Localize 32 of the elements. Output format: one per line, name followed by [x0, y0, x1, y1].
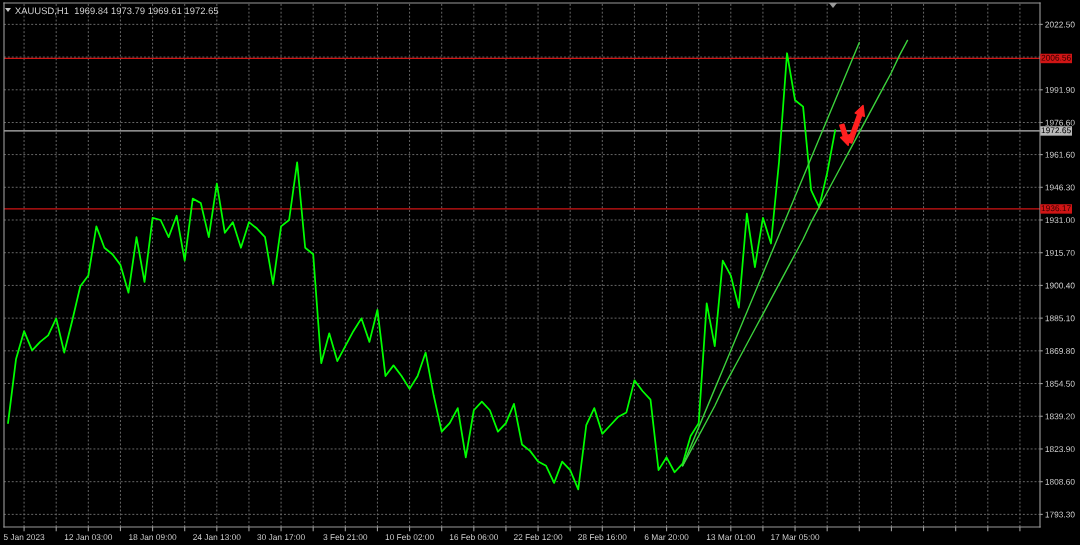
ref-line-label: 1972.65 — [1041, 127, 1071, 134]
y-tick-label: 1961.60 — [1045, 151, 1075, 158]
y-tick-label: 1823.90 — [1045, 446, 1075, 453]
x-tick-label: 5 Jan 2023 — [3, 534, 45, 541]
y-tick-label: 1808.60 — [1045, 478, 1075, 485]
y-tick-label: 1885.10 — [1045, 315, 1075, 322]
y-tick-label: 1793.30 — [1045, 511, 1075, 518]
y-tick-label: 1991.90 — [1045, 87, 1075, 93]
x-tick-label: 24 Jan 13:00 — [193, 534, 241, 541]
y-tick-label: 1946.30 — [1045, 184, 1075, 191]
y-tick-label: 1931.00 — [1045, 217, 1075, 224]
x-tick-label: 22 Feb 12:00 — [513, 533, 563, 541]
ref-line-label: 2006.56 — [1041, 54, 1071, 61]
x-tick-label: 16 Feb 06:00 — [449, 533, 499, 541]
y-tick-label: 1869.80 — [1045, 348, 1075, 354]
x-tick-label: 30 Jan 17:00 — [257, 534, 305, 541]
y-tick-label: 2022.50 — [1045, 21, 1075, 28]
y-tick-label: 1839.20 — [1045, 413, 1075, 420]
y-tick-label: 1915.70 — [1045, 249, 1075, 256]
x-tick-label: 6 Mar 20:00 — [644, 534, 689, 541]
x-tick-label: 18 Jan 09:00 — [129, 534, 177, 541]
x-tick-label: 10 Feb 02:00 — [385, 533, 434, 541]
y-tick-label: 1900.40 — [1045, 282, 1075, 289]
x-tick-label: 17 Mar 05:00 — [771, 534, 820, 541]
x-tick-label: 3 Feb 21:00 — [323, 533, 368, 541]
x-tick-label: 28 Feb 16:00 — [578, 533, 627, 541]
y-tick-label: 1854.50 — [1045, 380, 1075, 387]
x-tick-label: 13 Mar 01:00 — [706, 534, 756, 541]
y-tick-label: 1976.60 — [1045, 119, 1075, 126]
ref-line-label: 1936.17 — [1041, 205, 1071, 212]
chart-title: XAUUSD,H1 1969.84 1973.79 1969.61 1972.65 — [15, 7, 219, 16]
x-tick-label: 12 Jan 03:00 — [64, 534, 113, 541]
